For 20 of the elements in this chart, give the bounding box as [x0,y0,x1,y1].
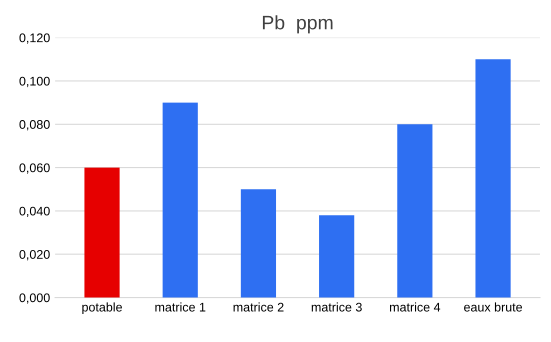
y-tick-label: 0,080 [19,120,50,130]
y-tick-label: 0,100 [19,76,50,88]
y-tick-label: 0,060 [19,163,50,174]
y-tick-label: 0,020 [19,250,50,260]
bar [475,59,511,298]
x-tick-label: matrice 2 [234,302,284,312]
x-tick-label: matrice 1 [155,302,206,312]
x-tick-label: matrice 3 [312,302,362,312]
chart-title: Pb ppm [262,15,332,34]
y-tick-label: 0,040 [19,206,50,218]
y-tick-label: 0,120 [19,33,50,44]
bar [162,102,198,298]
bar [240,189,276,298]
x-tick-label: eaux brute [464,302,522,312]
bar [84,168,120,298]
bar [397,124,432,298]
x-tick-label: matrice 4 [390,302,440,312]
bar [319,215,354,298]
y-tick-label: 0,000 [19,293,50,304]
x-tick-label: potable [82,302,122,314]
